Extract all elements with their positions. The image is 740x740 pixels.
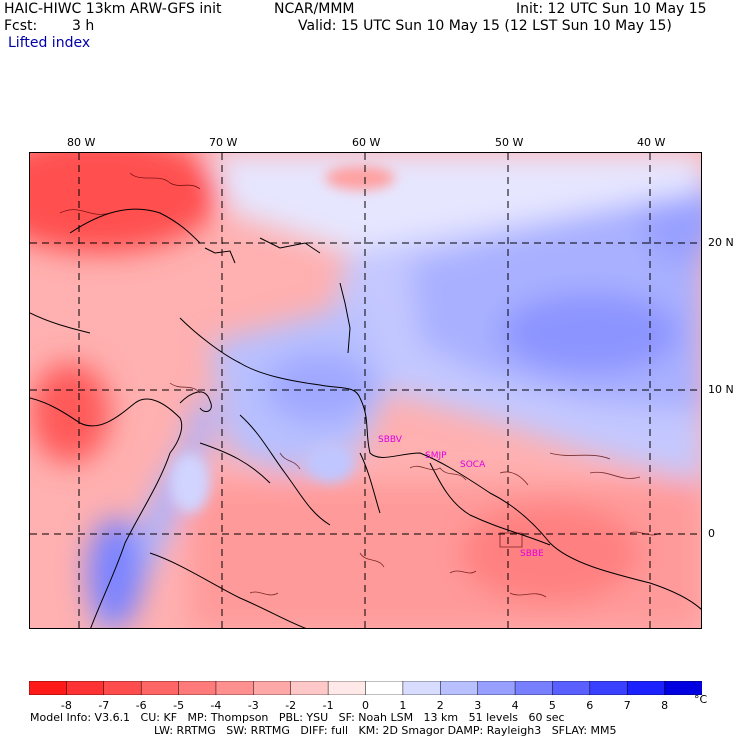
init-time: Init: 12 UTC Sun 10 May 15 [516, 1, 707, 17]
colorbar-swatch [290, 680, 329, 696]
colorbar-swatch [140, 680, 180, 696]
colorbar-tick-label: 0 [362, 699, 369, 712]
colorbar-swatch [103, 680, 142, 696]
lon-label-60w: 60 W [352, 136, 381, 149]
colorbar-tick-label: 7 [623, 699, 631, 712]
model-info-line2: LW: RRTMG SW: RRTMG DIFF: full KM: 2D Sm… [154, 724, 617, 737]
colorbar-swatch [215, 680, 255, 696]
colorbar-tick-label: 6 [586, 699, 594, 712]
lon-label-40w: 40 W [637, 136, 666, 149]
colorbar-tick-label: -6 [135, 699, 147, 712]
colorbar-swatch [365, 680, 404, 696]
colorbar-swatch [28, 680, 68, 696]
forecast-hour: 3 h [72, 18, 95, 34]
colorbar-swatch [327, 680, 367, 696]
model-info-line1: Model Info: V3.6.1 CU: KF MP: Thompson P… [30, 711, 565, 724]
colorbar-tick-label: 8 [661, 699, 669, 712]
lon-label-80w: 80 W [67, 136, 96, 149]
colorbar-swatch [178, 680, 217, 696]
colorbar-swatch [589, 680, 628, 696]
forecast-label: Fcst: [4, 18, 38, 34]
station-sbbe: SBBE [520, 549, 544, 559]
colorbar-swatch [66, 680, 105, 696]
colorbar-tick-label: 3 [474, 699, 482, 712]
lat-label-10n: 10 N [708, 383, 734, 396]
colorbar-tick-label: 5 [548, 699, 556, 712]
colorbar-swatch [440, 680, 479, 696]
colorbar-tick-label: -7 [98, 699, 110, 712]
lat-label-0: 0 [708, 527, 715, 540]
colorbar: -8 -7 -6 -5 -4 -3 -2 -1 0 1 2 3 4 5 6 7 8 [28, 680, 703, 712]
station-soca: SOCA [460, 460, 486, 470]
colorbar-tick-label: -5 [173, 699, 185, 712]
station-sbbv: SBBV [378, 435, 402, 445]
colorbar-swatch [552, 680, 591, 696]
colorbar-swatch [402, 680, 442, 696]
colorbar-tick-label: -4 [210, 699, 222, 712]
colorbar-swatches [28, 680, 703, 696]
valid-time: Valid: 15 UTC Sun 10 May 15 (12 LST Sun … [298, 18, 672, 34]
colorbar-swatch [477, 680, 516, 696]
lon-label-50w: 50 W [495, 136, 524, 149]
colorbar-swatch [253, 680, 292, 696]
field-name: Lifted index [8, 35, 91, 51]
lat-label-20n: 20 N [708, 236, 734, 249]
colorbar-unit: °C [694, 693, 708, 706]
colorbar-tick-label: 2 [436, 699, 444, 712]
colorbar-tick-label: 1 [399, 699, 407, 712]
station-smjp: SMJP [425, 451, 447, 461]
colorbar-tick-label: -1 [322, 699, 334, 712]
colorbar-tick-label: -8 [60, 699, 72, 712]
lifted-index-map: SBBV SMJP SOCA SBBE [29, 152, 702, 629]
map-canvas [30, 153, 701, 628]
colorbar-tick-label: -3 [247, 699, 259, 712]
colorbar-ticks: -8 -7 -6 -5 -4 -3 -2 -1 0 1 2 3 4 5 6 7 8 [29, 699, 702, 712]
model-title: HAIC-HIWC 13km ARW-GFS init [4, 1, 222, 17]
lon-label-70w: 70 W [209, 136, 238, 149]
org-label: NCAR/MMM [274, 1, 355, 17]
colorbar-tick-label: 4 [511, 699, 519, 712]
colorbar-swatch [514, 680, 554, 696]
colorbar-swatch [626, 680, 666, 696]
colorbar-tick-label: -2 [285, 699, 297, 712]
